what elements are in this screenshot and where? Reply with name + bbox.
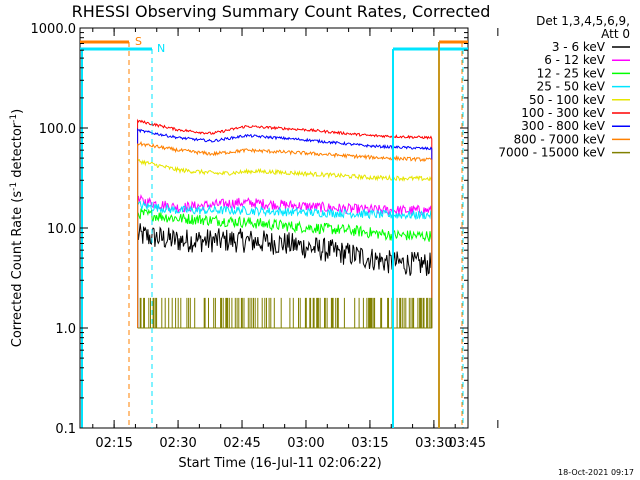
legend-label: 300 - 800 keV	[521, 119, 605, 133]
y-tick-label: 10.0	[47, 222, 76, 237]
series-line-1	[137, 223, 433, 328]
legend-header-line2: Att 0	[601, 27, 630, 41]
plot-frame	[79, 27, 469, 429]
legend-header-line1: Det 1,3,4,5,6,9,	[536, 14, 630, 28]
x-tick-label: 03:45	[449, 436, 486, 451]
y-label-part1: Corrected Count Rate (s	[10, 191, 25, 348]
y-label-sup1: -1	[9, 182, 19, 191]
y-label-part3: )	[10, 109, 25, 114]
series-line-7	[137, 127, 433, 328]
x-tick-label: 03:15	[351, 436, 388, 451]
legend-label: 6 - 12 keV	[544, 53, 606, 67]
y-tick-label: 0.1	[55, 422, 76, 437]
markers-group: SN	[80, 35, 468, 428]
y-tick-label: 100.0	[39, 122, 76, 137]
saa-label: S	[135, 35, 142, 48]
series-line-3	[137, 208, 433, 328]
x-tick-label: 02:45	[223, 436, 260, 451]
x-axis-label: Start Time (16-Jul-11 02:06:22)	[178, 456, 381, 471]
x-tick-label: 02:15	[95, 436, 132, 451]
legend-label: 100 - 300 keV	[521, 106, 605, 120]
y-label-sup2: -1	[9, 114, 19, 123]
y-tick-label: 1000.0	[31, 22, 77, 37]
legend-label: 25 - 50 keV	[537, 80, 606, 94]
series-line-9	[137, 297, 433, 329]
series-line-5	[137, 158, 433, 328]
chart-title: RHESSI Observing Summary Count Rates, Co…	[72, 2, 491, 21]
series-line-2	[137, 194, 433, 328]
y-tick-label: 1.0	[55, 322, 76, 337]
series-group	[137, 118, 433, 329]
series-line-4	[137, 200, 433, 328]
footer-timestamp: 18-Oct-2021 09:17	[558, 468, 634, 477]
y-axis-label: Corrected Count Rate (s-1 detector-1)	[9, 109, 25, 347]
legend-label: 50 - 100 keV	[529, 93, 606, 107]
x-tick-label: 03:30	[415, 436, 452, 451]
y-ticks: 0.1 1.0 10.0 100.0 1000.0	[31, 22, 468, 437]
series-line-8	[137, 140, 433, 328]
legend-label: 800 - 7000 keV	[514, 132, 606, 146]
x-tick-label: 02:30	[159, 436, 196, 451]
night-label: N	[157, 42, 165, 55]
y-label-part2: detector	[10, 122, 25, 182]
x-tick-label: 03:00	[287, 436, 324, 451]
legend-label: 3 - 6 keV	[552, 40, 606, 54]
legend-label: 12 - 25 keV	[537, 66, 606, 80]
series-line-6	[137, 118, 433, 328]
legend-label: 7000 - 15000 keV	[498, 146, 605, 160]
